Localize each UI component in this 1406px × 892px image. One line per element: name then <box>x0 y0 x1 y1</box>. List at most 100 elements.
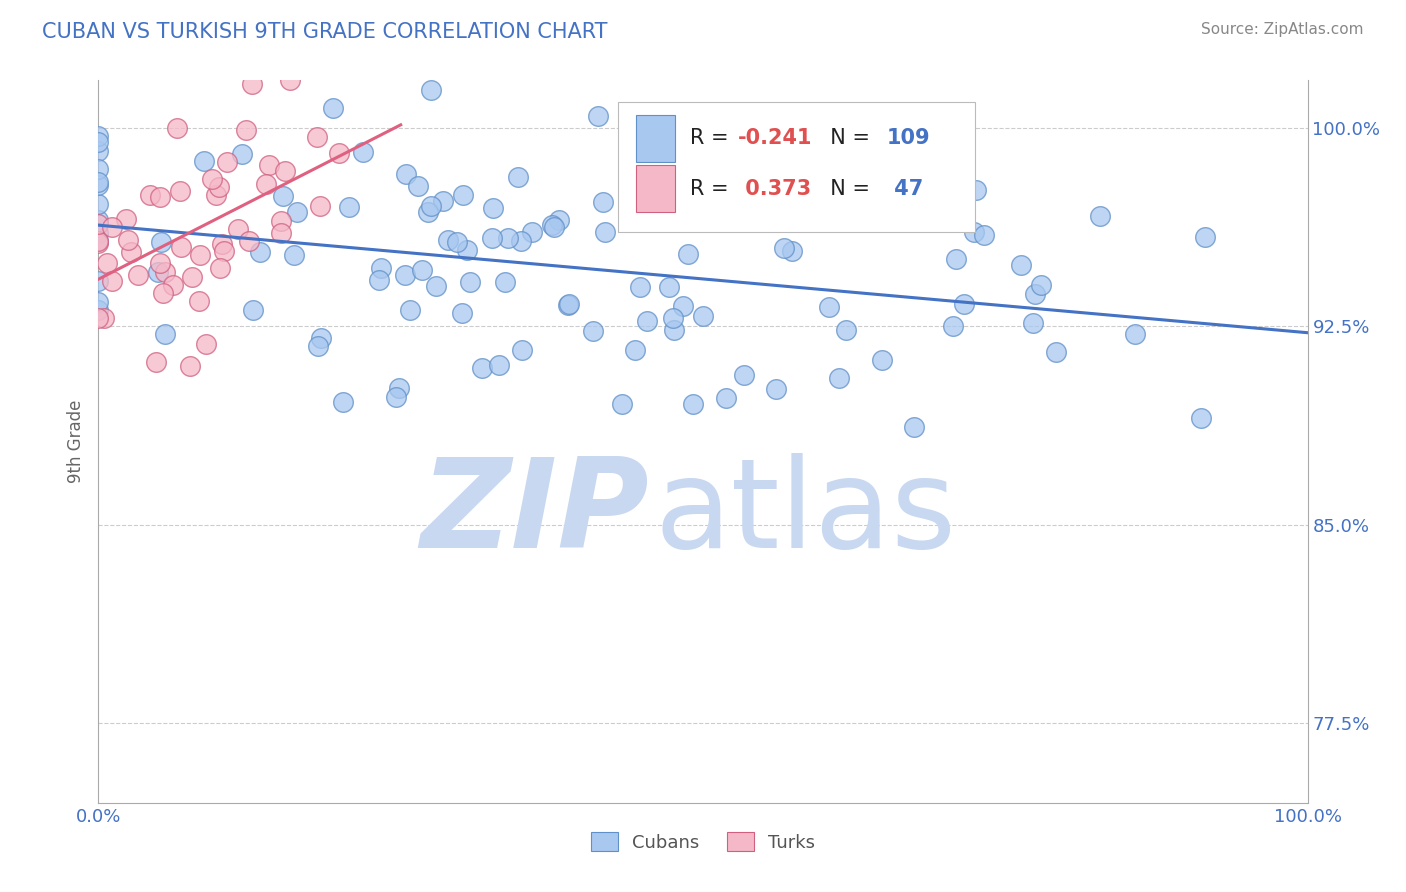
Point <box>283 248 305 262</box>
Point <box>541 218 564 232</box>
Point <box>557 298 579 312</box>
Point <box>678 198 700 212</box>
Point <box>101 220 124 235</box>
Point <box>87 178 110 193</box>
Point <box>280 73 302 87</box>
FancyBboxPatch shape <box>619 102 976 232</box>
Point <box>835 323 858 337</box>
Point <box>352 145 374 159</box>
Point <box>481 231 503 245</box>
Text: N =: N = <box>817 128 876 148</box>
Point <box>87 234 110 248</box>
Point <box>170 240 193 254</box>
Point <box>100 274 122 288</box>
Point <box>872 353 894 368</box>
Point <box>254 178 277 192</box>
Point <box>87 161 110 176</box>
Point <box>664 323 686 337</box>
Point <box>446 235 468 249</box>
Point <box>339 201 361 215</box>
Point <box>399 303 422 318</box>
Point <box>394 268 416 283</box>
Point <box>582 324 605 338</box>
Point <box>155 265 177 279</box>
Point <box>209 261 232 276</box>
Point <box>713 188 735 202</box>
Point <box>818 301 841 315</box>
Point <box>488 358 510 372</box>
Text: -0.241: -0.241 <box>738 128 813 148</box>
Point <box>114 211 136 226</box>
Point <box>215 155 238 169</box>
Point <box>212 244 235 259</box>
Point <box>676 247 699 261</box>
Point <box>87 135 110 149</box>
Text: N =: N = <box>817 178 876 199</box>
Point <box>149 235 172 250</box>
Point <box>120 244 142 259</box>
Point <box>973 228 995 243</box>
Point <box>623 343 645 357</box>
Point <box>945 252 967 267</box>
Point <box>626 123 648 137</box>
Text: CUBAN VS TURKISH 9TH GRADE CORRELATION CHART: CUBAN VS TURKISH 9TH GRADE CORRELATION C… <box>42 22 607 42</box>
Point <box>965 183 987 197</box>
Point <box>240 77 263 91</box>
Point <box>188 248 211 262</box>
Bar <box>637 114 675 161</box>
Text: Source: ZipAtlas.com: Source: ZipAtlas.com <box>1201 22 1364 37</box>
Point <box>231 147 253 161</box>
Point <box>87 303 110 318</box>
Point <box>388 381 411 395</box>
Point <box>586 110 609 124</box>
Point <box>1010 258 1032 272</box>
Point <box>226 222 249 236</box>
Point <box>425 279 447 293</box>
Point <box>127 268 149 283</box>
Point <box>139 188 162 202</box>
Point <box>87 197 110 211</box>
Point <box>471 360 494 375</box>
Point <box>201 172 224 186</box>
Point <box>307 338 329 352</box>
Point <box>149 255 172 269</box>
Point <box>411 263 433 277</box>
Point <box>259 158 281 172</box>
Point <box>1045 345 1067 359</box>
Point <box>1123 326 1146 341</box>
Point <box>87 175 110 189</box>
Point <box>942 319 965 334</box>
Point <box>384 391 406 405</box>
Point <box>453 188 475 202</box>
Point <box>249 244 271 259</box>
Point <box>285 205 308 219</box>
Point <box>270 214 292 228</box>
Point <box>195 337 218 351</box>
Point <box>828 371 851 385</box>
Point <box>496 231 519 245</box>
Text: R =: R = <box>690 128 735 148</box>
Point <box>458 275 481 289</box>
Point <box>162 277 184 292</box>
Point <box>456 244 478 258</box>
Point <box>494 275 516 289</box>
Point <box>593 225 616 239</box>
Point <box>1189 410 1212 425</box>
Point <box>636 313 658 327</box>
Point <box>87 294 110 309</box>
Point <box>952 297 974 311</box>
Point <box>166 121 188 136</box>
Point <box>332 394 354 409</box>
Point <box>271 189 294 203</box>
Point <box>211 237 233 252</box>
Point <box>592 194 614 209</box>
Point <box>780 244 803 258</box>
Point <box>309 199 332 213</box>
Point <box>437 233 460 247</box>
Point <box>662 311 685 326</box>
Point <box>87 212 110 227</box>
Point <box>416 205 439 219</box>
Point <box>510 234 533 248</box>
Point <box>179 359 201 373</box>
Point <box>145 355 167 369</box>
